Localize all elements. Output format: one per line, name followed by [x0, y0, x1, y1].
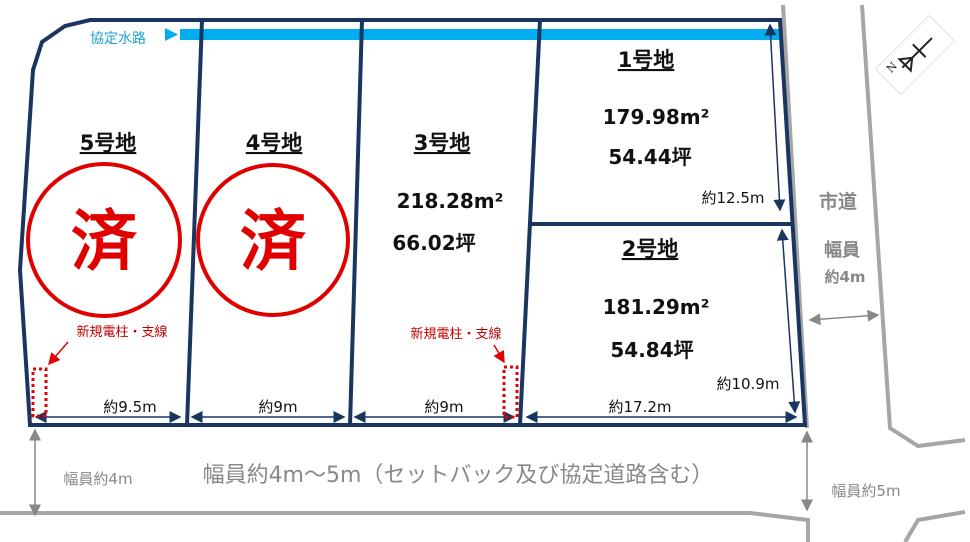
- lot-area-m2: 218.28m²: [397, 189, 504, 213]
- lot-area-m2: 181.29m²: [603, 295, 710, 319]
- city-road-label: 市道: [819, 190, 857, 213]
- utility-pole-right: 新規電柱・支線: [410, 326, 519, 419]
- lot1-depth: 約12.5m: [701, 189, 764, 207]
- lot4-frontage: 約9m: [258, 398, 297, 416]
- lot-area-tsubo: 54.84坪: [610, 338, 693, 362]
- utility-note: 新規電柱・支線: [76, 324, 167, 340]
- water-channel: [180, 29, 780, 40]
- utility-pole-left: 新規電柱・支線: [31, 324, 168, 418]
- city-road-width-arrow: [808, 309, 880, 326]
- lot-5[interactable]: 5号地 済: [26, 131, 182, 318]
- north-arrow-icon: N: [874, 14, 956, 96]
- lot-area-tsubo: 66.02坪: [392, 231, 475, 255]
- arrow-right-icon: [165, 28, 178, 41]
- city-road-width-label: 幅員: [824, 239, 860, 261]
- lot-label: 1号地: [618, 48, 675, 72]
- front-road-left-width: 幅員約4m: [63, 470, 132, 488]
- lot-3[interactable]: 3号地 218.28m² 66.02坪: [392, 131, 503, 255]
- lot-area-m2: 179.98m²: [603, 105, 710, 129]
- city-road-width: 約4m: [824, 268, 865, 286]
- sold-stamp: [26, 162, 182, 318]
- lot-4[interactable]: 4号地 済: [196, 131, 350, 317]
- sold-stamp-text: 済: [71, 203, 138, 280]
- lot-label: 2号地: [622, 237, 679, 261]
- lot-label: 4号地: [246, 131, 303, 155]
- lot3-frontage: 約9m: [424, 398, 463, 416]
- lot-1[interactable]: 1号地 179.98m² 54.44坪: [603, 48, 710, 169]
- lot-label: 5号地: [80, 131, 137, 155]
- front-road-right-width: 幅員約5m: [831, 482, 900, 500]
- dimension-arrows: [34, 23, 801, 423]
- lot-label: 3号地: [414, 131, 471, 155]
- water-channel-label: 協定水路: [90, 31, 146, 47]
- compass-label: N: [884, 59, 900, 75]
- sold-stamp-text: 済: [240, 203, 307, 280]
- sold-stamp: [196, 163, 350, 317]
- front-road-description: 幅員約4m〜5m（セットバック及び協定道路含む）: [203, 463, 714, 488]
- road-lines: [0, 4, 966, 542]
- lot-2[interactable]: 2号地 181.29m² 54.84坪: [603, 237, 710, 362]
- lot2-frontage: 約17.2m: [608, 398, 671, 416]
- lot5-frontage: 約9.5m: [103, 398, 156, 416]
- lot2-depth: 約10.9m: [716, 375, 779, 393]
- lot-boundaries: [17, 18, 808, 427]
- lot-area-tsubo: 54.44坪: [608, 145, 691, 169]
- utility-note: 新規電柱・支線: [410, 326, 501, 342]
